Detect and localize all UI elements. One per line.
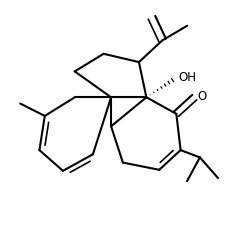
Text: OH: OH [178, 71, 196, 84]
Text: O: O [197, 90, 206, 103]
